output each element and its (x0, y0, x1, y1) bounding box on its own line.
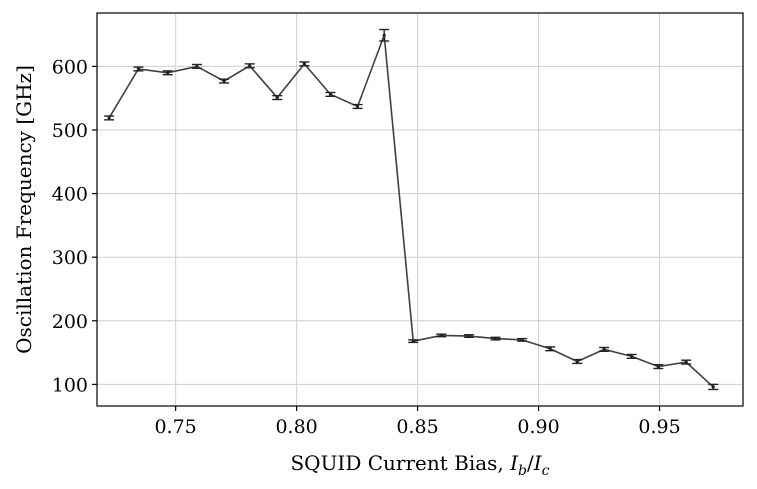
data-point (195, 64, 199, 69)
data-point (602, 347, 606, 352)
y-tick-label: 100 (52, 374, 88, 396)
data-point (222, 79, 226, 83)
error-bar (162, 70, 173, 76)
error-bar (408, 339, 419, 344)
data-point (493, 336, 498, 341)
error-bar (681, 359, 692, 365)
x-tick-label: 0.80 (275, 416, 317, 438)
error-bar (133, 66, 144, 72)
error-bar (272, 94, 283, 101)
y-axis-label: Oscillation Frequency [GHz] (12, 65, 36, 354)
error-bar (490, 336, 501, 341)
data-point (275, 95, 279, 100)
data-point (520, 338, 524, 342)
data-point (656, 364, 660, 369)
x-tick-label: 0.85 (396, 416, 438, 438)
data-point (575, 359, 579, 364)
plot-frame (96, 12, 744, 407)
data-point (711, 385, 715, 389)
data-point (355, 104, 360, 109)
data-point (684, 360, 688, 364)
y-tick-label: 400 (52, 184, 88, 206)
ticks: 0.75 0.80 0.85 0.90 0.95 100 200 300 400 500 600 (52, 56, 681, 438)
error-bar (653, 363, 664, 370)
x-tick-label: 0.95 (638, 416, 680, 438)
data-point (467, 334, 471, 338)
error-bar (599, 346, 610, 353)
error-bar (626, 353, 637, 360)
error-bar (517, 337, 528, 342)
error-bar (463, 334, 474, 339)
error-bar (104, 115, 115, 121)
data-point (630, 354, 634, 358)
data-point (248, 64, 252, 68)
x-axis-label-text: SQUID Current Bias, (290, 451, 510, 475)
data-point (302, 62, 306, 66)
data-point (382, 33, 386, 37)
y-tick-label: 200 (52, 311, 88, 333)
error-bar (299, 61, 310, 67)
error-bar (352, 103, 363, 110)
error-bar (191, 63, 202, 70)
data-point (439, 333, 443, 338)
x-tick-label: 0.75 (154, 416, 196, 438)
series-layer (104, 28, 719, 391)
x-tick-label: 0.90 (517, 416, 559, 438)
y-tick-label: 600 (52, 56, 88, 78)
y-tick-label: 500 (52, 120, 88, 142)
error-bar (379, 28, 390, 42)
error-bar (325, 91, 336, 98)
data-point (328, 92, 333, 96)
data-point (411, 339, 415, 343)
y-tick-label: 300 (52, 247, 88, 269)
error-bar (572, 358, 583, 365)
data-point (548, 347, 552, 351)
error-bar (545, 346, 556, 352)
error-bar (244, 63, 255, 69)
error-bar (708, 383, 719, 391)
data-point (107, 116, 111, 120)
x-axis-label: SQUID Current Bias, Ib/Ic (290, 451, 549, 479)
error-bar (436, 333, 447, 338)
gridlines (97, 13, 743, 406)
error-bar (219, 78, 230, 84)
data-point (166, 71, 170, 75)
data-point (136, 67, 140, 71)
series-line (108, 34, 714, 388)
